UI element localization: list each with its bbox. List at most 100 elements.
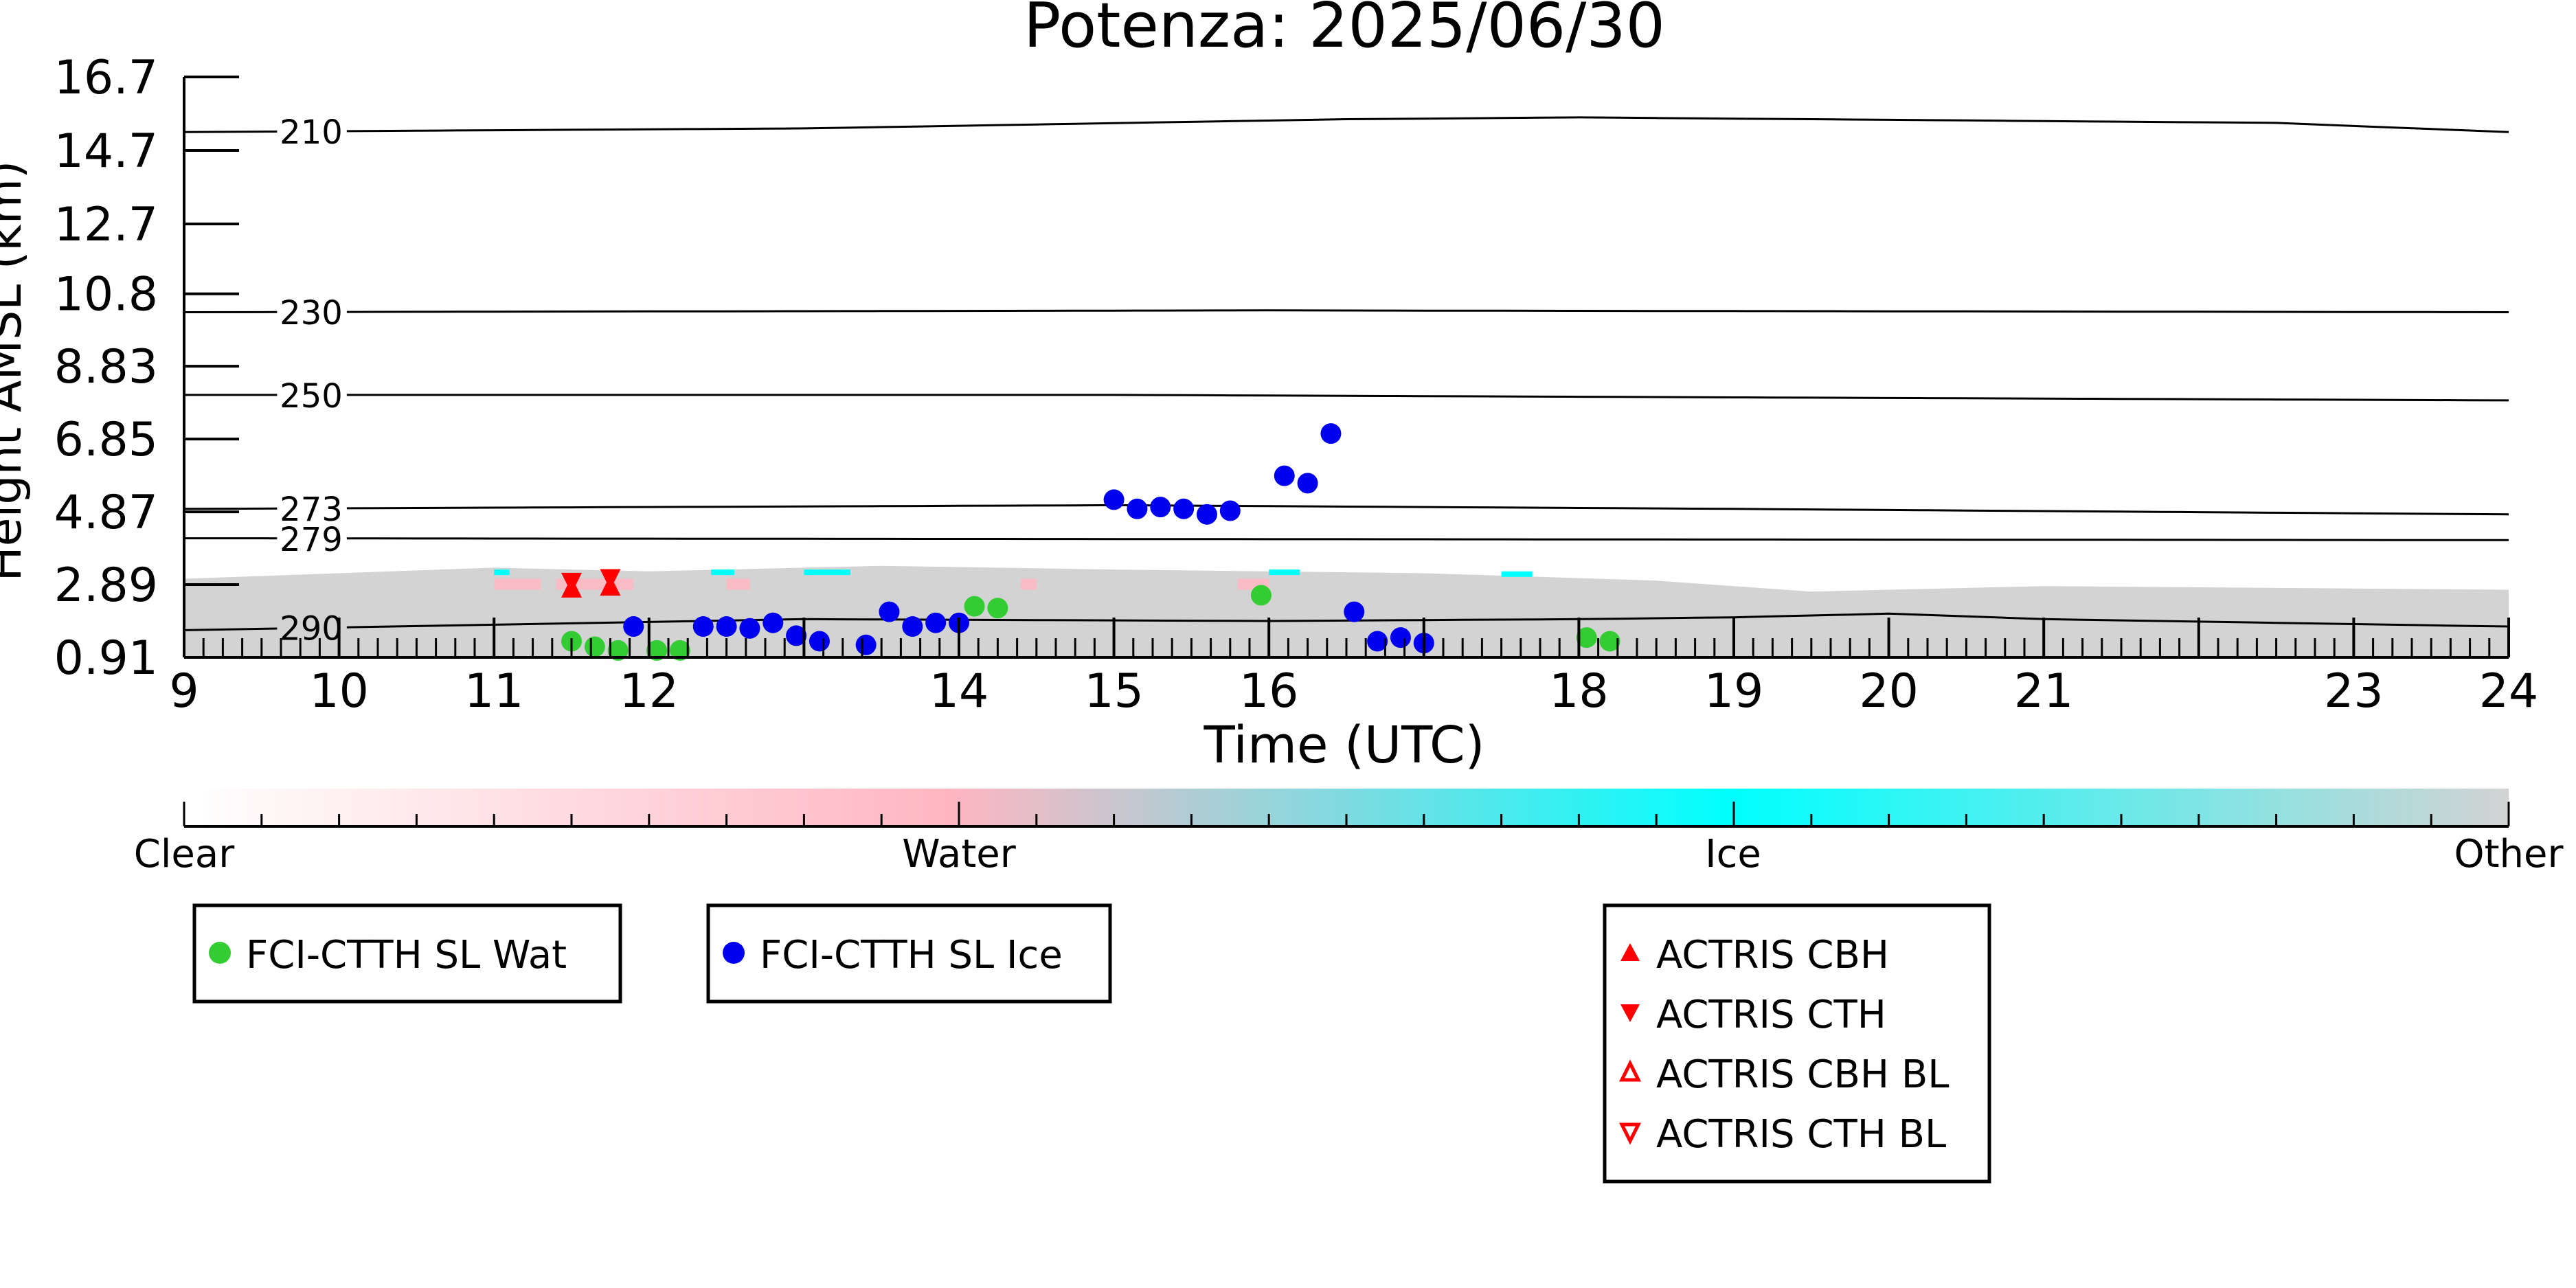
data-point: [1127, 498, 1148, 519]
data-point: [879, 601, 900, 622]
data-point: [1196, 504, 1217, 525]
data-point: [1599, 631, 1620, 652]
chart-title: Potenza: 2025/06/30: [1024, 0, 1665, 62]
data-point: [1576, 627, 1597, 648]
data-point: [1103, 489, 1125, 510]
ice-cloud-patch: [1269, 569, 1300, 576]
data-point: [1297, 473, 1318, 494]
data-point: [692, 616, 714, 637]
y-tick-label: 0.91: [54, 631, 158, 686]
legend-box: ACTRIS CBH ACTRIS CTH ACTRIS CBH BL ACTRIS …: [1603, 903, 1991, 1184]
legend-label: FCI-CTTH SL Wat: [246, 933, 567, 978]
legend-marker: [723, 942, 745, 964]
x-tick-label: 10: [309, 664, 369, 719]
data-point: [646, 640, 668, 661]
data-point: [855, 634, 877, 655]
isotherm-label: 279: [280, 521, 343, 559]
x-tick-label: 23: [2324, 664, 2384, 719]
data-point: [1274, 465, 1295, 486]
legend-label: FCI-CTTH SL Ice: [760, 933, 1063, 978]
isotherm-label: 273: [280, 490, 343, 529]
legends: FCI-CTTH SL Wat FCI-CTTH SL Ice ACTRIS CBH…: [192, 903, 1991, 1184]
legend-box: FCI-CTTH SL Ice: [706, 903, 1112, 1004]
classification-colorbar: Clear Water Ice Other: [134, 789, 2564, 877]
data-point: [1367, 631, 1388, 652]
data-points-layer: [561, 423, 1620, 661]
data-point: [1150, 497, 1171, 518]
x-tick-label: 19: [1704, 664, 1764, 719]
x-tick-label: 15: [1084, 664, 1144, 719]
y-axis-label: Height AMSL (km): [0, 161, 32, 582]
data-point: [964, 596, 985, 617]
legend-label: ACTRIS CTH BL: [1656, 1112, 1946, 1157]
isotherm-line: [183, 537, 2509, 541]
legend-marker: [209, 942, 231, 964]
isotherm-label: 290: [280, 609, 343, 648]
colorbar-label: Ice: [1705, 832, 1761, 877]
water-cloud-patch: [494, 578, 541, 590]
y-tick-label: 16.7: [54, 51, 158, 105]
isotherm-line: [183, 309, 2509, 313]
legend-box: FCI-CTTH SL Wat: [192, 903, 622, 1004]
legend-marker: [1620, 1004, 1640, 1022]
y-tick-label: 12.7: [54, 198, 158, 252]
colorbar-label: Water: [902, 832, 1017, 877]
data-point: [623, 616, 644, 637]
data-point: [1320, 423, 1342, 444]
ice-cloud-patch: [804, 569, 851, 576]
x-tick-label: 11: [464, 664, 524, 719]
data-point: [716, 616, 737, 637]
ice-cloud-patch: [1501, 571, 1533, 577]
x-tick-label: 9: [169, 664, 199, 719]
y-tick-label: 14.7: [54, 124, 158, 179]
data-point: [925, 612, 947, 633]
data-point: [987, 598, 1008, 619]
legend-label: ACTRIS CBH: [1656, 933, 1889, 978]
data-point: [561, 572, 582, 594]
x-tick-label: 12: [620, 664, 679, 719]
legend-marker: [1620, 943, 1640, 961]
data-point: [786, 625, 807, 646]
data-point: [902, 616, 923, 637]
data-point: [739, 618, 760, 639]
data-point: [584, 636, 605, 657]
data-point: [607, 640, 629, 661]
axes: 9 10 11 12 14 15 16 18 19 20 21 23 24 0.91 2.89 4.87 6.…: [54, 51, 2539, 719]
x-tick-label: 21: [2014, 664, 2074, 719]
legend-marker: [1618, 1059, 1642, 1082]
ice-cloud-patch: [711, 569, 734, 576]
y-tick-label: 2.89: [54, 558, 158, 613]
data-point: [1219, 500, 1241, 521]
y-tick-label: 4.87: [54, 486, 158, 540]
data-point: [1390, 627, 1411, 648]
data-point: [762, 612, 784, 633]
legend-marker: [1618, 1122, 1642, 1145]
water-cloud-patch: [1021, 578, 1037, 590]
data-point: [600, 569, 621, 590]
x-tick-label: 16: [1239, 664, 1299, 719]
legend-label: ACTRIS CBH BL: [1656, 1052, 1949, 1097]
y-tick-label: 6.85: [54, 413, 158, 467]
y-tick-label: 10.8: [54, 268, 158, 322]
x-axis-label: Time (UTC): [1203, 716, 1484, 775]
data-point: [669, 640, 690, 661]
data-point: [1250, 585, 1272, 606]
legend-label: ACTRIS CTH: [1656, 993, 1886, 1037]
isotherm-label: 230: [280, 294, 343, 332]
isotherm-label: 250: [280, 377, 343, 416]
isotherm-label: 210: [280, 113, 343, 152]
isotherm-line: [183, 116, 2509, 133]
isotherm-line: [184, 394, 2509, 402]
data-point: [1173, 498, 1195, 519]
data-point: [1344, 601, 1365, 622]
x-tick-label: 20: [1859, 664, 1919, 719]
data-point: [809, 631, 830, 652]
water-cloud-patch: [726, 578, 750, 590]
y-tick-label: 8.83: [54, 340, 158, 394]
x-tick-label: 14: [929, 664, 989, 719]
ice-cloud-patch: [494, 569, 510, 576]
x-tick-label: 24: [2479, 664, 2539, 719]
colorbar-label: Clear: [134, 832, 235, 877]
